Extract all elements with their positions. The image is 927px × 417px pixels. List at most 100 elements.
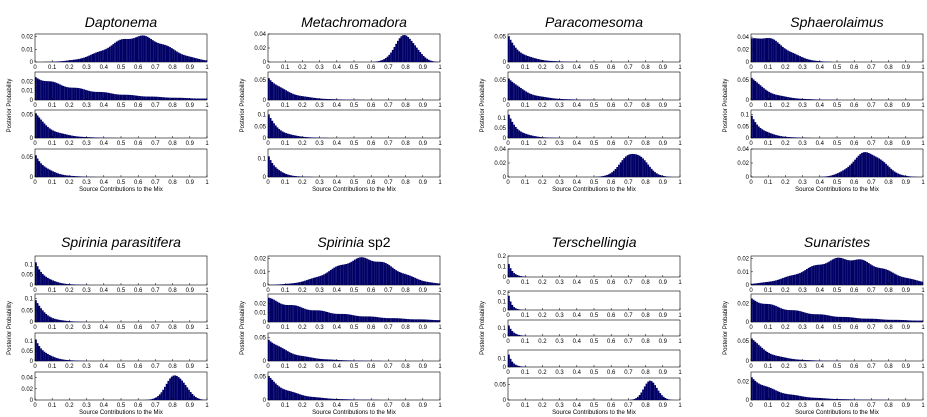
histogram-bar <box>776 279 779 285</box>
histogram-bar <box>756 343 758 361</box>
histogram-bar <box>837 316 839 322</box>
histogram-bar <box>751 38 753 62</box>
histogram-bar <box>179 97 182 100</box>
histogram-bar <box>804 312 807 322</box>
histogram-bar <box>650 168 653 177</box>
y-tick-label: 0 <box>746 359 750 365</box>
histogram-bar <box>285 133 287 138</box>
histogram-bar <box>545 97 548 100</box>
histogram-bar <box>819 264 822 285</box>
x-tick-label: 0.1 <box>48 65 57 71</box>
histogram-bar <box>403 318 406 322</box>
histogram-bar <box>194 58 197 62</box>
histogram-bar <box>329 312 332 322</box>
histogram-bar <box>821 61 824 62</box>
x-tick-label: 0.1 <box>764 103 773 109</box>
histogram-bar <box>72 321 75 322</box>
histogram-bar <box>557 98 560 100</box>
x-tick-label: 0.5 <box>590 280 599 286</box>
x-tick-label: 0.3 <box>82 65 91 71</box>
y-tick-label: 0.04 <box>737 35 749 41</box>
x-tick-label: 0 <box>749 364 753 370</box>
histogram-bar <box>429 319 432 322</box>
x-tick-label: 0.8 <box>641 313 650 319</box>
x-tick-label: 1 <box>438 364 442 370</box>
histogram-bar <box>348 314 351 322</box>
histogram-bar <box>288 305 291 322</box>
histogram-bar <box>797 55 800 62</box>
x-tick-label: 0.7 <box>151 364 160 370</box>
histogram-bar <box>184 98 187 100</box>
histogram-bar <box>280 87 282 100</box>
histogram-bar <box>756 38 758 62</box>
histogram-bar <box>53 318 56 322</box>
histogram-bar <box>775 94 777 100</box>
x-tick-label: 0.7 <box>624 141 633 147</box>
histogram-bar <box>402 318 404 322</box>
histogram-bar <box>64 359 67 361</box>
x-tick-label: 0.3 <box>82 180 91 186</box>
histogram-bar <box>662 396 665 400</box>
histogram-bar <box>766 351 769 361</box>
histogram-bar <box>513 124 515 138</box>
histogram-bar <box>292 175 294 177</box>
histogram-bar <box>319 98 322 100</box>
histogram-bar <box>823 61 826 62</box>
histogram-bar <box>90 54 92 62</box>
histogram-bar <box>768 91 770 100</box>
histogram-bar <box>904 277 906 285</box>
histogram-bar <box>826 262 829 285</box>
x-tick-label: 0.6 <box>607 403 616 409</box>
x-tick-label: 0 <box>749 141 753 147</box>
histogram-bar <box>273 381 275 400</box>
histogram-bar <box>795 54 798 62</box>
histogram-bar <box>809 59 812 62</box>
x-tick-label: 0.3 <box>315 180 324 186</box>
histogram-bar <box>752 119 755 138</box>
histogram-bar <box>819 61 822 62</box>
histogram-bar <box>133 95 135 100</box>
histogram-bar <box>340 99 343 100</box>
histogram-bar <box>397 40 399 62</box>
histogram-bar <box>564 99 567 100</box>
histogram-bar <box>757 38 760 62</box>
x-tick-label: 0.1 <box>281 65 290 71</box>
histogram-bar <box>328 99 330 100</box>
histogram-bar <box>824 176 827 177</box>
y-tick-label: 0 <box>30 283 34 289</box>
histogram-bar <box>333 99 336 100</box>
histogram-bar <box>516 49 519 62</box>
histogram-bar <box>508 295 510 310</box>
x-tick-label: 0 <box>33 364 37 370</box>
histogram-bar <box>165 97 168 100</box>
histogram-bar <box>854 159 856 177</box>
histogram-bar <box>41 350 44 361</box>
histogram-bar <box>311 396 313 400</box>
histogram-bar <box>323 274 325 285</box>
histogram-bar <box>778 279 781 285</box>
histogram-bar <box>309 278 312 285</box>
histogram-bar <box>414 277 416 285</box>
histogram-bar <box>283 349 286 361</box>
y-tick-label: 0.02 <box>737 257 749 263</box>
y-tick-label: 0.1 <box>498 299 507 305</box>
histogram-bar <box>198 398 201 400</box>
histogram-bar <box>862 260 865 285</box>
histogram-bar <box>838 257 841 285</box>
histogram-bar <box>65 359 68 361</box>
histogram-bar <box>783 277 786 285</box>
histogram-panel: 00.050.10 0.1 0.2 0.3 0.4 0.5 0.6 0.7 0.8 0.9 1 <box>21 332 209 370</box>
histogram-bar <box>95 137 97 138</box>
histogram-bar <box>276 345 279 361</box>
histogram-bar <box>48 81 51 100</box>
histogram-bar <box>511 121 514 138</box>
histogram-bar <box>309 396 312 400</box>
histogram-bar <box>288 352 291 361</box>
x-axis-label: Source Contributions to the Mix <box>552 410 636 416</box>
x-tick-label: 0.8 <box>884 65 893 71</box>
histogram-bar <box>67 60 70 62</box>
histogram-bar <box>421 54 423 62</box>
histogram-bar <box>607 174 610 177</box>
histogram-bar <box>174 375 177 400</box>
histogram-bar <box>864 318 867 322</box>
